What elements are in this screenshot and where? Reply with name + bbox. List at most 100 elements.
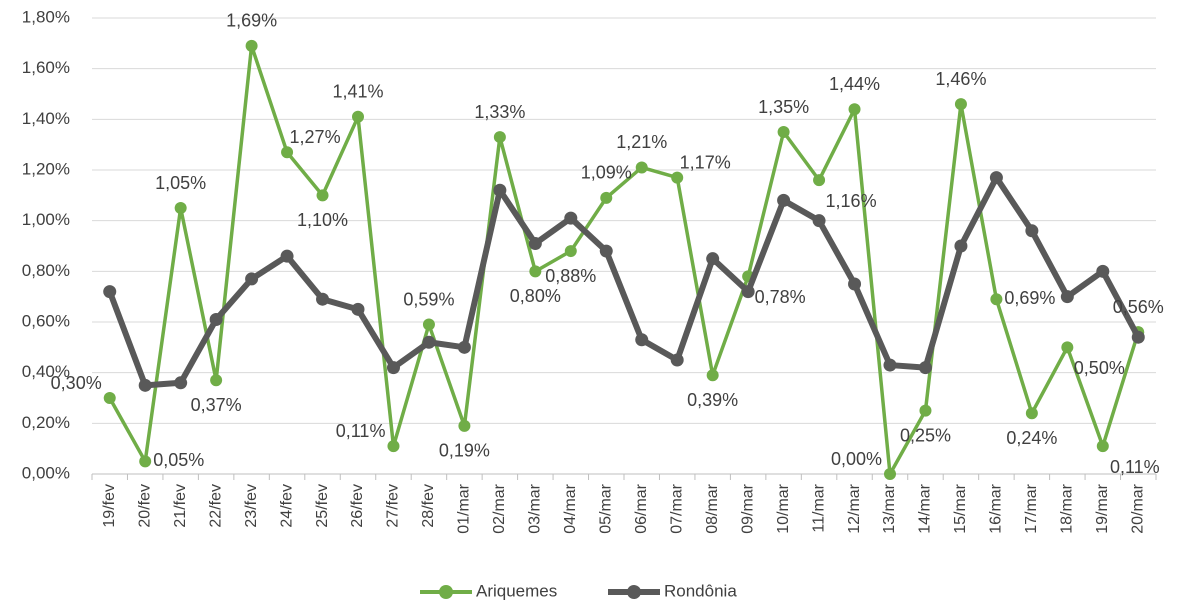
point <box>174 202 187 214</box>
data-label: 1,21% <box>616 132 667 152</box>
point <box>351 302 365 316</box>
data-label: 0,19% <box>439 441 490 461</box>
data-label: 1,17% <box>680 152 731 172</box>
legend-marker <box>439 585 453 599</box>
y-tick-label: 1,20% <box>22 159 70 178</box>
point <box>848 277 862 291</box>
point <box>706 369 719 382</box>
point <box>493 131 506 144</box>
data-label: 0,78% <box>755 287 806 307</box>
y-tick-label: 1,00% <box>22 210 70 229</box>
point <box>954 239 968 253</box>
data-label: 1,46% <box>935 69 986 89</box>
x-tick-label: 11/mar <box>810 483 827 532</box>
point <box>316 292 330 306</box>
point <box>599 244 613 258</box>
point <box>1025 407 1038 420</box>
data-label: 1,44% <box>829 74 880 94</box>
data-label: 0,39% <box>687 390 738 410</box>
point <box>564 245 577 258</box>
x-tick-label: 02/mar <box>491 483 508 533</box>
x-tick-label: 19/fev <box>101 484 118 528</box>
point <box>741 285 755 299</box>
point <box>139 455 152 468</box>
point <box>670 353 684 367</box>
x-tick-label: 27/fev <box>385 484 402 528</box>
x-tick-label: 19/mar <box>1094 483 1111 533</box>
point <box>1060 290 1074 304</box>
point <box>989 171 1003 185</box>
point <box>954 98 967 111</box>
data-label: 1,41% <box>332 82 383 102</box>
x-tick-label: 24/fev <box>278 484 295 528</box>
data-label: 0,50% <box>1074 358 1125 378</box>
x-tick-label: 23/fev <box>243 484 260 528</box>
point <box>848 103 861 116</box>
series-line <box>106 174 1141 389</box>
point <box>386 361 400 375</box>
data-label: 1,33% <box>474 102 525 122</box>
point <box>245 272 259 286</box>
point <box>635 333 649 347</box>
point <box>529 265 542 278</box>
y-tick-label: 0,00% <box>22 463 70 482</box>
y-tick-label: 1,80% <box>22 7 70 26</box>
x-tick-label: 10/mar <box>775 483 792 533</box>
point <box>600 191 613 204</box>
point <box>918 361 932 375</box>
data-label: 1,69% <box>226 11 277 31</box>
y-tick-label: 0,20% <box>22 413 70 432</box>
series-line <box>108 44 1140 476</box>
x-tick-label: 17/mar <box>1023 483 1040 533</box>
x-tick-label: 03/mar <box>527 483 544 533</box>
point <box>1061 341 1074 354</box>
x-tick-label: 09/mar <box>739 483 756 533</box>
data-label: 0,30% <box>51 373 102 393</box>
point <box>103 285 117 299</box>
y-tick-label: 1,40% <box>22 109 70 128</box>
legend-marker <box>627 585 641 599</box>
x-tick-label: 16/mar <box>988 483 1005 533</box>
point <box>812 214 826 228</box>
x-tick-label: 12/mar <box>846 483 863 533</box>
x-tick-label: 06/mar <box>633 483 650 533</box>
data-label: 1,16% <box>826 191 877 211</box>
x-tick-label: 05/mar <box>597 483 614 533</box>
point <box>458 419 471 432</box>
point <box>209 312 223 326</box>
data-label: 1,35% <box>758 97 809 117</box>
point <box>635 161 648 174</box>
data-label: 0,11% <box>336 421 386 441</box>
point <box>280 249 294 263</box>
point <box>564 211 578 225</box>
y-tick-label: 0,60% <box>22 311 70 330</box>
x-tick-label: 28/fev <box>420 484 437 528</box>
data-label: 0,00% <box>831 449 882 469</box>
x-tick-label: 08/mar <box>704 483 721 533</box>
data-label: 0,05% <box>153 450 204 470</box>
data-label: 1,10% <box>297 210 348 230</box>
x-tick-label: 22/fev <box>207 484 224 528</box>
y-tick-label: 1,60% <box>22 58 70 77</box>
point <box>777 126 790 138</box>
x-tick-label: 20/fev <box>136 484 153 528</box>
point <box>457 340 471 354</box>
point <box>813 174 826 187</box>
legend-label: Rondônia <box>664 581 737 600</box>
x-tick-label: 15/mar <box>952 483 969 533</box>
x-tick-label: 20/mar <box>1129 483 1146 533</box>
point <box>1096 440 1109 453</box>
point <box>883 358 897 372</box>
point <box>316 189 329 202</box>
point <box>990 293 1003 306</box>
point <box>245 39 258 52</box>
x-tick-label: 18/mar <box>1059 483 1076 533</box>
data-label: 1,05% <box>155 173 206 193</box>
data-label: 0,69% <box>1004 288 1055 308</box>
point <box>422 335 436 349</box>
point <box>352 110 364 123</box>
point <box>1096 264 1110 278</box>
point <box>706 252 720 266</box>
data-label: 0,25% <box>900 425 951 445</box>
